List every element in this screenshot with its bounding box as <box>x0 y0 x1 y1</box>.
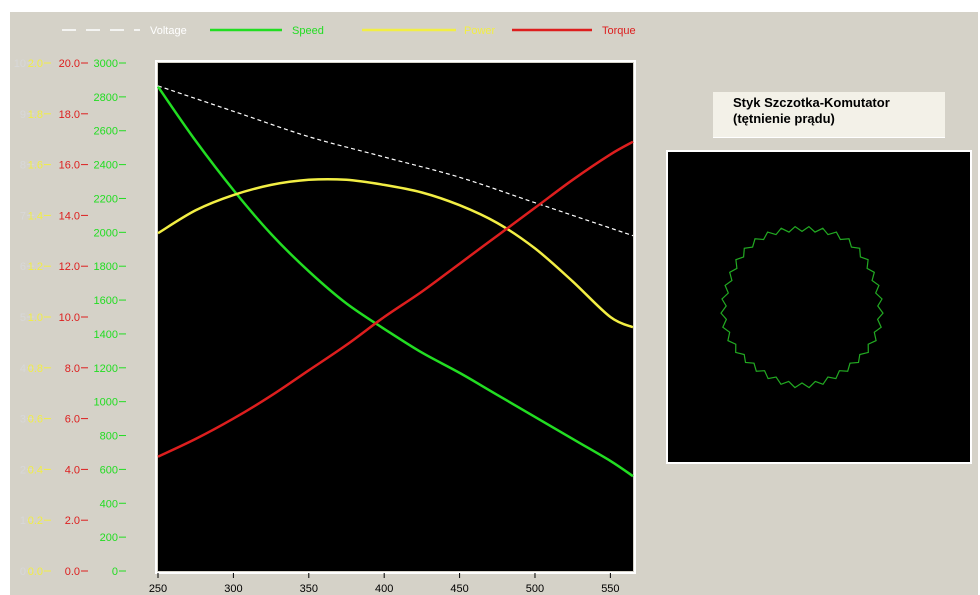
y-tick-voltage: 4 <box>20 363 26 375</box>
y-tick-torque: 10.0 <box>59 312 80 324</box>
y-tick-torque: 4.0 <box>65 464 80 476</box>
y-tick-voltage: 8 <box>20 160 26 172</box>
y-tick-power: 0.0 <box>28 566 43 578</box>
x-tick-label: 500 <box>526 583 544 595</box>
y-tick-voltage: 3 <box>20 414 26 426</box>
scope-title-line1: Styk Szczotka-Komutator <box>733 95 890 110</box>
series-line-torque <box>157 140 634 458</box>
y-tick-torque: 12.0 <box>59 261 80 273</box>
y-tick-voltage: 9 <box>20 109 26 121</box>
y-tick-power: 1.0 <box>28 312 43 324</box>
legend-label-torque: Torque <box>602 25 636 37</box>
y-tick-speed: 1800 <box>94 261 118 273</box>
y-tick-torque: 0.0 <box>65 566 80 578</box>
y-tick-power: 1.6 <box>28 160 43 172</box>
y-tick-torque: 8.0 <box>65 363 80 375</box>
y-tick-speed: 2600 <box>94 126 118 138</box>
series-lines <box>156 85 634 478</box>
y-tick-torque: 6.0 <box>65 414 80 426</box>
y-tick-power: 0.6 <box>28 414 43 426</box>
y-tick-voltage: 2 <box>20 464 26 476</box>
y-tick-voltage: 1 <box>20 515 26 527</box>
scope-title: Styk Szczotka-Komutator (tętnienie prądu… <box>713 92 945 138</box>
y-tick-voltage: 10 <box>14 58 26 70</box>
y-tick-power: 2.0 <box>28 58 43 70</box>
scope-display <box>666 150 972 464</box>
y-tick-speed: 1600 <box>94 295 118 307</box>
x-tick-label: 350 <box>300 583 318 595</box>
y-tick-speed: 800 <box>100 431 118 443</box>
y-tick-speed: 3000 <box>94 58 118 70</box>
y-tick-voltage: 0 <box>20 566 26 578</box>
y-tick-torque: 14.0 <box>59 210 80 222</box>
y-tick-voltage: 7 <box>20 210 26 222</box>
y-tick-power: 1.2 <box>28 261 43 273</box>
x-axis: 250 300 350 400 450 500 550 <box>149 573 620 595</box>
legend-label-speed: Speed <box>292 25 324 37</box>
plot-area <box>158 63 633 571</box>
x-tick-label: 450 <box>450 583 468 595</box>
y-tick-speed: 1400 <box>94 329 118 341</box>
series-line-power <box>157 177 634 329</box>
y-tick-power: 0.2 <box>28 515 43 527</box>
y-tick-speed: 2400 <box>94 160 118 172</box>
y-tick-power: 0.8 <box>28 363 43 375</box>
legend-label-voltage: Voltage <box>150 25 187 37</box>
y-tick-speed: 2000 <box>94 227 118 239</box>
y-tick-speed: 2800 <box>94 92 118 104</box>
y-tick-torque: 2.0 <box>65 515 80 527</box>
y-tick-speed: 2200 <box>94 193 118 205</box>
y-tick-speed: 1200 <box>94 363 118 375</box>
y-tick-voltage: 6 <box>20 261 26 273</box>
y-axes: 0 1 2 3 4 5 6 7 8 9 10 0.0 0.2 0.4 0.6 0.8 1.0 1.2 1.4 1.6 1… <box>14 58 126 578</box>
scope-title-line2: (tętnienie prądu) <box>733 111 835 126</box>
y-tick-power: 0.4 <box>28 464 43 476</box>
x-tick-label: 300 <box>224 583 242 595</box>
y-tick-speed: 0 <box>112 566 118 578</box>
y-tick-speed: 600 <box>100 464 118 476</box>
x-tick-label: 400 <box>375 583 393 595</box>
commutator-ripple-trace <box>720 225 884 389</box>
y-tick-torque: 20.0 <box>59 58 80 70</box>
x-tick-label: 550 <box>601 583 619 595</box>
x-tick-label: 250 <box>149 583 167 595</box>
series-line-speed <box>156 85 634 478</box>
legend-label-power: Power <box>464 25 496 37</box>
y-tick-power: 1.8 <box>28 109 43 121</box>
chart-legend: Voltage Speed Power Torque <box>62 25 636 37</box>
y-tick-speed: 1000 <box>94 397 118 409</box>
y-tick-torque: 16.0 <box>59 160 80 172</box>
y-tick-speed: 400 <box>100 498 118 510</box>
y-tick-power: 1.4 <box>28 210 43 222</box>
plot-frame <box>155 60 636 574</box>
y-tick-speed: 200 <box>100 532 118 544</box>
y-tick-voltage: 5 <box>20 312 26 324</box>
y-tick-torque: 18.0 <box>59 109 80 121</box>
